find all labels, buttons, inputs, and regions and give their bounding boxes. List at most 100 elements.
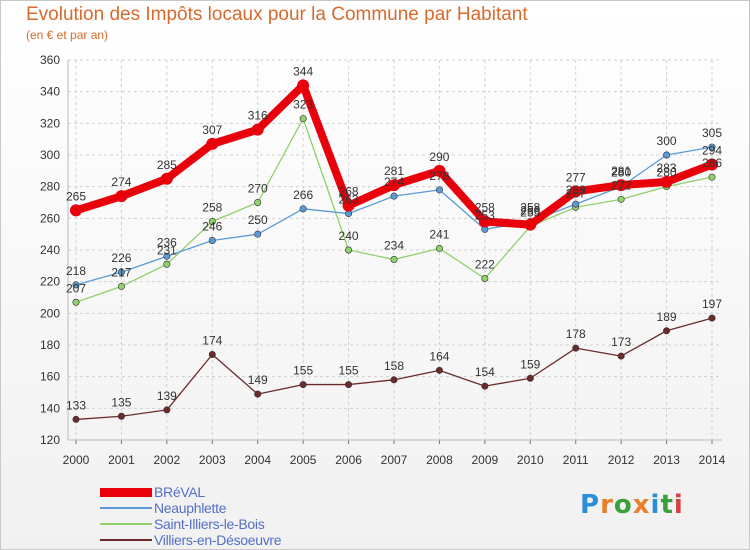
data-label: 285 <box>157 158 177 172</box>
data-point <box>345 381 353 389</box>
data-label: 222 <box>475 258 495 272</box>
data-label: 189 <box>657 310 677 324</box>
data-label: 197 <box>702 297 722 311</box>
data-label: 217 <box>111 265 131 279</box>
data-point <box>617 352 625 360</box>
data-label: 307 <box>202 123 222 137</box>
data-point <box>297 79 310 92</box>
x-tick-label: 2014 <box>699 453 726 467</box>
axes: 120 140 160 180 200 220 240 260 280 300 320 340 360 2… <box>40 53 726 467</box>
y-tick-label: 240 <box>40 243 60 257</box>
data-label: 272 <box>611 178 631 192</box>
data-point <box>388 179 400 192</box>
chart-subtitle: (en € et par an) <box>26 28 109 42</box>
data-point <box>72 281 80 289</box>
data-label: 278 <box>429 169 449 183</box>
data-label: 218 <box>66 264 86 278</box>
legend-swatch <box>100 507 152 509</box>
data-label: 344 <box>293 64 313 78</box>
y-tick-label: 280 <box>40 180 60 194</box>
data-label: 270 <box>248 182 268 196</box>
data-label: 178 <box>566 327 586 341</box>
logo-letter: x <box>632 490 651 520</box>
data-label: 155 <box>293 364 313 378</box>
data-label: 323 <box>293 98 313 112</box>
data-label: 277 <box>566 170 586 184</box>
logo-letter: o <box>613 490 633 520</box>
data-label: 250 <box>248 213 268 227</box>
data-point <box>435 186 443 194</box>
y-tick-label: 140 <box>40 401 60 415</box>
data-label: 231 <box>157 243 177 257</box>
data-label: 149 <box>248 373 268 387</box>
data-label: 266 <box>293 188 313 202</box>
data-label: 159 <box>520 357 540 371</box>
data-label: 226 <box>111 251 131 265</box>
data-label: 154 <box>475 365 495 379</box>
y-tick-label: 160 <box>40 370 60 384</box>
legend-label: Neauphlette <box>154 500 227 516</box>
data-label: 173 <box>611 335 631 349</box>
data-point <box>617 195 625 203</box>
data-point <box>72 415 80 423</box>
y-tick-label: 360 <box>40 53 60 67</box>
data-label: 281 <box>611 164 631 178</box>
data-label: 164 <box>429 349 449 363</box>
y-tick-label: 260 <box>40 211 60 225</box>
data-point <box>117 282 125 290</box>
data-label: 236 <box>157 235 177 249</box>
data-point <box>299 115 307 123</box>
data-point <box>342 199 355 212</box>
data-point <box>390 376 398 384</box>
data-point <box>433 164 446 177</box>
data-label: 246 <box>202 220 222 234</box>
chart-title: Evolution des Impôts locaux pour la Comm… <box>26 4 528 25</box>
x-tick-label: 2000 <box>63 453 90 467</box>
data-label: 290 <box>429 150 449 164</box>
data-point <box>115 190 128 203</box>
data-point <box>208 350 216 358</box>
x-tick-label: 2005 <box>290 453 317 467</box>
data-point <box>615 179 628 192</box>
legend-label: Villiers-en-Désoeuvre <box>154 532 282 548</box>
data-point <box>163 260 171 268</box>
data-label: 234 <box>384 239 404 253</box>
x-tick-label: 2008 <box>426 453 453 467</box>
data-label: 281 <box>384 164 404 178</box>
data-point <box>481 382 489 390</box>
data-point <box>117 412 125 420</box>
series-lines <box>70 79 718 423</box>
data-point <box>206 137 219 150</box>
data-label: 316 <box>248 109 268 123</box>
data-point <box>478 215 491 228</box>
logo-letter: t <box>660 490 674 520</box>
proxiti-logo: Proxiti <box>580 490 684 520</box>
x-tick-label: 2011 <box>563 453 589 467</box>
data-label: 268 <box>339 185 359 199</box>
data-label: 256 <box>520 204 540 218</box>
data-point <box>117 268 125 276</box>
data-label: 265 <box>66 189 86 203</box>
y-tick-label: 220 <box>40 275 60 289</box>
data-point <box>390 255 398 263</box>
data-point <box>572 200 580 208</box>
data-point <box>299 381 307 389</box>
data-point <box>572 344 580 352</box>
data-label: 258 <box>520 201 540 215</box>
data-point <box>208 218 216 226</box>
data-point <box>208 237 216 245</box>
data-label: 258 <box>202 201 222 215</box>
data-point <box>390 192 398 200</box>
y-tick-label: 120 <box>40 433 60 447</box>
data-label: 280 <box>657 166 677 180</box>
y-tick-label: 320 <box>40 116 60 130</box>
legend-label: Saint-Illiers-le-Bois <box>154 516 265 532</box>
data-point <box>70 204 82 217</box>
data-label: 158 <box>384 359 404 373</box>
data-label: 300 <box>657 134 677 148</box>
data-label: 286 <box>702 156 722 170</box>
legend-swatch <box>100 539 152 541</box>
data-label: 240 <box>339 229 359 243</box>
data-label: 133 <box>66 398 86 412</box>
